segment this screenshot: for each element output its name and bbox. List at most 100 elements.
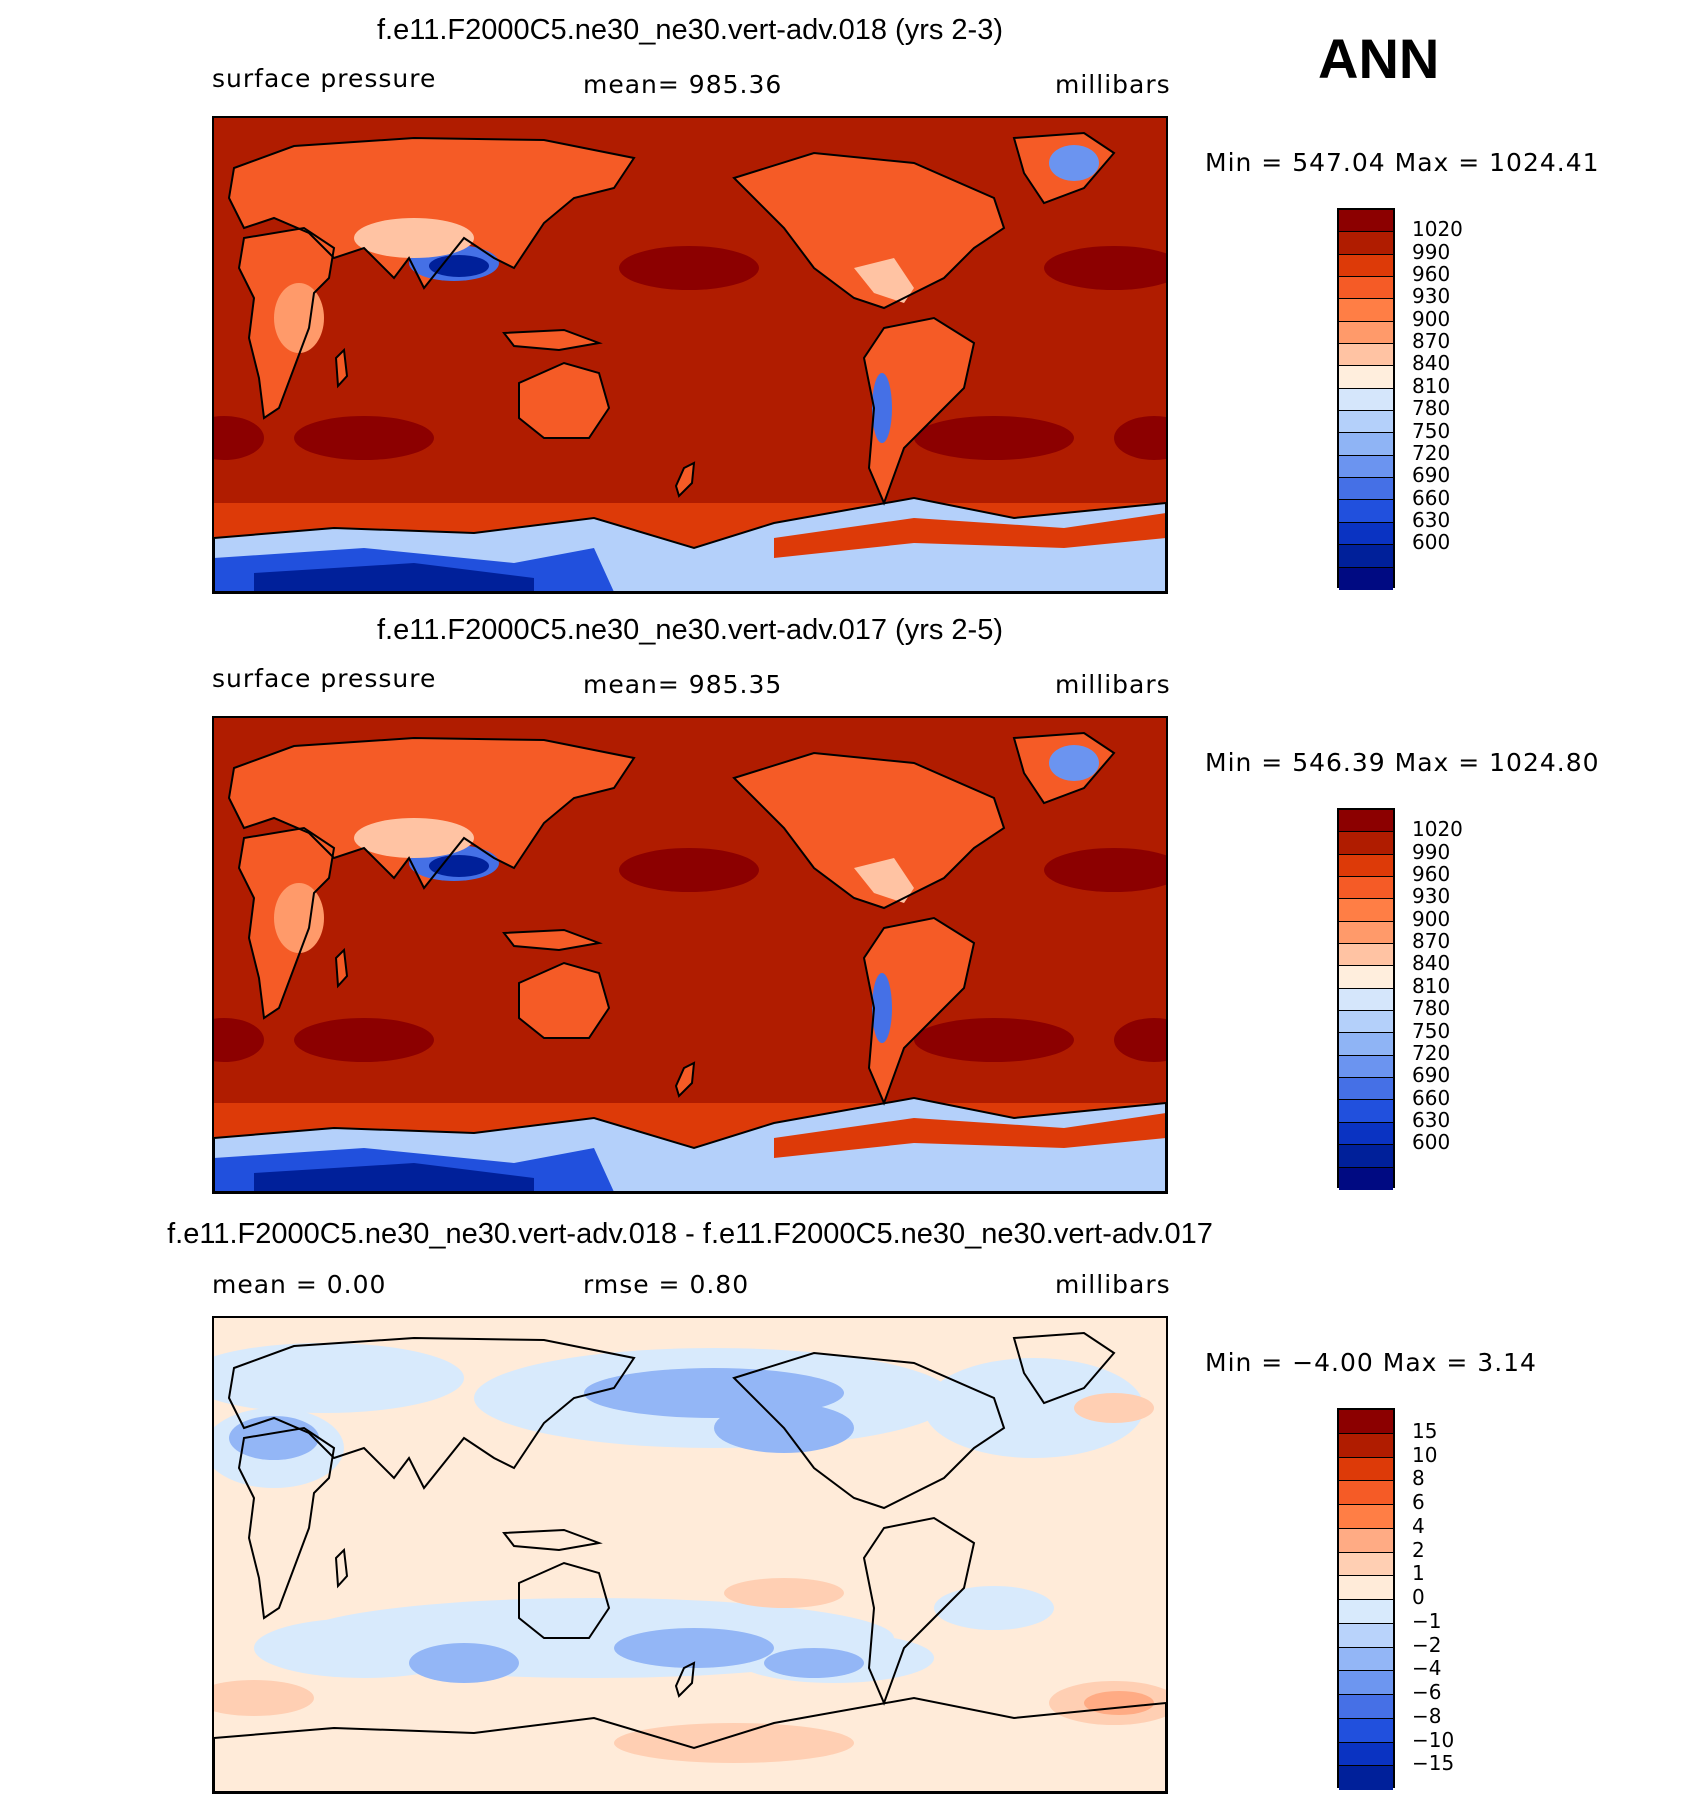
panel-title: f.e11.F2000C5.ne30_ne30.vert-adv.018 - f…	[167, 1218, 1213, 1250]
min-max-label: Min = 546.39 Max = 1024.80	[1205, 748, 1600, 777]
colorbar-box	[1339, 500, 1393, 523]
coastline	[214, 1096, 1166, 1192]
positive-anomaly	[724, 1578, 844, 1608]
panel-top: f.e11.F2000C5.ne30_ne30.vert-adv.018 (yr…	[0, 0, 1702, 600]
coastline	[502, 328, 603, 352]
colorbar-box	[1339, 1481, 1393, 1505]
colorbar	[1337, 208, 1395, 590]
colorbar	[1337, 1408, 1395, 1790]
colorbar-tick-label: 660	[1412, 485, 1451, 510]
coastline	[214, 496, 1166, 592]
land-s-america	[864, 918, 974, 1103]
panel-title: f.e11.F2000C5.ne30_ne30.vert-adv.018 (yr…	[376, 14, 1004, 46]
andes	[872, 373, 892, 443]
mean-label: mean = 0.00	[212, 1270, 387, 1299]
coastline	[334, 347, 349, 389]
coastline	[862, 1516, 976, 1706]
coastline	[502, 1528, 603, 1552]
colorbar-tick-label: 6	[1412, 1490, 1425, 1514]
colorbar-tick-label: 840	[1412, 951, 1451, 976]
high-pressure-cell	[1114, 1018, 1166, 1062]
colorbar-tick-label: 810	[1412, 373, 1451, 398]
antarctica-coast	[774, 1113, 1166, 1158]
colorbar-tick-label: 600	[1412, 530, 1451, 555]
coastline	[1012, 731, 1116, 805]
mean-label: mean= 985.35	[583, 670, 783, 699]
high-pressure-cell	[294, 416, 434, 460]
colorbar-tick-label: 630	[1412, 507, 1451, 532]
map-plot	[212, 1316, 1168, 1794]
colorbar-box	[1339, 1576, 1393, 1600]
colorbar-box	[1339, 478, 1393, 501]
coastline	[862, 916, 976, 1106]
colorbar-tick-label: 870	[1412, 329, 1451, 354]
colorbar-tick-label: 660	[1412, 1085, 1451, 1110]
colorbar-box	[1339, 366, 1393, 389]
colorbar-tick-label: 690	[1412, 463, 1451, 488]
colorbar-tick-label: −15	[1412, 1751, 1455, 1776]
coastline	[227, 1336, 636, 1490]
colorbar-box	[1339, 899, 1393, 922]
colorbar-tick-label: −4	[1412, 1656, 1442, 1681]
colorbar-tick-label: 8	[1412, 1466, 1425, 1491]
high-pressure-cell	[1044, 246, 1166, 290]
colorbar-tick-label: 990	[1412, 839, 1451, 864]
units-label: millibars	[1055, 1270, 1171, 1299]
negative-anomaly	[934, 1586, 1054, 1630]
colorbar-tick-label: 1020	[1412, 817, 1463, 842]
colorbar-tick-label: −10	[1412, 1727, 1455, 1752]
coastline	[674, 1661, 696, 1698]
colorbar-tick-label: 750	[1412, 1018, 1451, 1043]
positive-anomaly	[1074, 1393, 1154, 1423]
coastline	[674, 1061, 696, 1098]
land-nz	[676, 463, 694, 496]
negative-anomaly-strong	[764, 1648, 864, 1678]
colorbar-box	[1339, 1100, 1393, 1123]
season-label: ANN	[1318, 27, 1440, 90]
units-label: millibars	[1055, 670, 1171, 699]
colorbar-box	[1339, 1145, 1393, 1168]
colorbar-box	[1339, 1055, 1393, 1079]
colorbar-tick-label: −2	[1412, 1632, 1442, 1657]
rocky-mountains	[854, 258, 914, 303]
colorbar-box	[1339, 299, 1393, 322]
colorbar-tick-label: 630	[1412, 1107, 1451, 1132]
land-n-america	[734, 753, 1004, 908]
coastline	[227, 736, 636, 890]
colorbar-tick-label: 780	[1412, 996, 1451, 1021]
map-plot	[212, 716, 1168, 1194]
colorbar-tick-label: 840	[1412, 351, 1451, 376]
land-australia	[519, 363, 609, 438]
negative-anomaly	[214, 1343, 464, 1413]
colorbar-tick-label: 780	[1412, 396, 1451, 421]
colorbar-tick-label: 810	[1412, 973, 1451, 998]
colorbar-box	[1339, 344, 1393, 367]
colorbar-tick-label: −1	[1412, 1608, 1442, 1633]
colorbar	[1337, 808, 1395, 1190]
map-plot	[212, 116, 1168, 594]
land-nz	[676, 1063, 694, 1096]
greenland-ice	[1049, 745, 1099, 781]
east-africa-highlands	[274, 283, 324, 353]
colorbar-box	[1339, 522, 1393, 546]
colorbar-box	[1339, 1033, 1393, 1056]
colorbar-tick-label: 1020	[1412, 217, 1463, 242]
land-n-america	[734, 153, 1004, 308]
coastline	[732, 751, 1006, 910]
variable-label: surface pressure	[212, 64, 437, 93]
colorbar-box	[1339, 1078, 1393, 1101]
antarctica-core	[254, 563, 534, 592]
coastline	[518, 1561, 611, 1639]
coastline	[732, 1351, 1006, 1510]
colorbar-box	[1339, 1742, 1393, 1767]
colorbar-tick-label: 720	[1412, 1040, 1451, 1065]
coastline	[862, 316, 976, 506]
tibetan-plateau-core	[429, 255, 489, 277]
high-pressure-cell	[619, 848, 759, 892]
colorbar-box	[1339, 1552, 1393, 1577]
colorbar-box	[1339, 1623, 1393, 1648]
negative-anomaly-strong	[409, 1643, 519, 1683]
colorbar-tick-label: 960	[1412, 262, 1451, 287]
coastline	[334, 947, 349, 989]
colorbar-box	[1339, 944, 1393, 967]
